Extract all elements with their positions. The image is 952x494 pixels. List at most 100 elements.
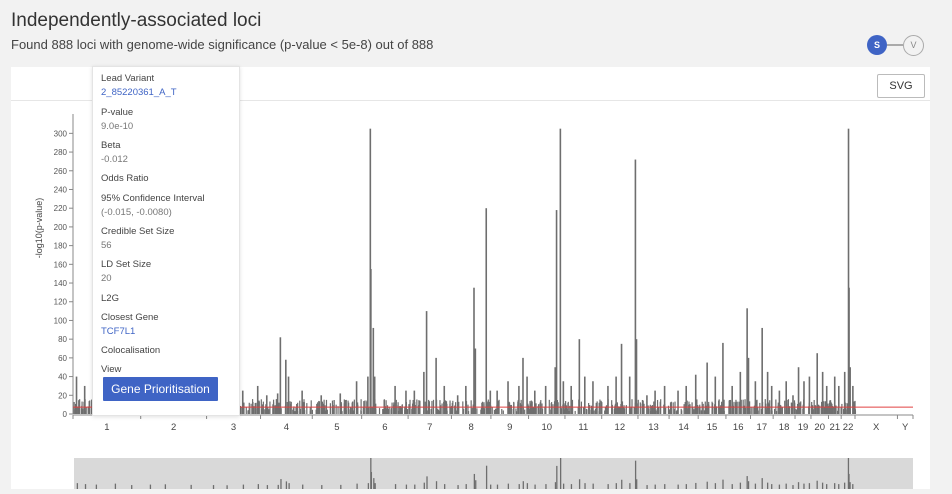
x-tick-label: 12	[615, 422, 626, 433]
minimap-bar	[607, 484, 609, 489]
data-bar	[353, 410, 355, 414]
data-bar	[785, 381, 787, 414]
data-bar	[394, 385, 396, 414]
toggle-v-button[interactable]: V	[903, 35, 924, 56]
minimap-bar	[302, 484, 304, 489]
data-bar	[803, 381, 805, 414]
data-bar	[557, 402, 559, 414]
data-bar	[463, 408, 465, 414]
minimap-bar	[746, 476, 748, 489]
minimap-bar	[766, 482, 769, 489]
data-bar	[387, 408, 390, 414]
lead-variant-link[interactable]: 2_85220361_A_T	[101, 87, 177, 98]
page-title: Independently-associated loci	[11, 10, 262, 31]
data-bar	[607, 385, 609, 414]
data-bar	[399, 406, 402, 414]
data-bar	[765, 403, 767, 414]
data-bar	[827, 403, 829, 414]
data-bar	[663, 385, 666, 414]
data-bar	[797, 367, 800, 414]
data-bar	[812, 409, 814, 414]
ld-set-label: LD Set Size	[101, 259, 152, 270]
data-bar	[544, 385, 547, 414]
data-bar	[653, 401, 655, 414]
minimap[interactable]	[74, 458, 913, 489]
data-bar	[708, 404, 710, 414]
data-bar	[642, 408, 644, 414]
minimap-bar	[654, 484, 656, 489]
data-bar	[272, 402, 275, 414]
minimap-bar	[435, 481, 438, 489]
data-bar	[373, 376, 376, 414]
data-bar	[714, 376, 717, 414]
x-tick-label: 15	[707, 422, 718, 433]
data-bar	[293, 406, 295, 414]
minimap-bar	[754, 483, 757, 489]
data-bar	[299, 408, 302, 414]
data-bar	[615, 376, 617, 414]
minimap-bar	[414, 484, 416, 489]
data-bar	[552, 404, 554, 414]
lead-variant-label: Lead Variant	[101, 73, 155, 84]
minimap-plot	[76, 458, 854, 489]
data-bar	[388, 407, 390, 414]
data-bar	[750, 407, 752, 414]
data-bar	[309, 411, 311, 414]
minimap-bar	[473, 473, 476, 489]
data-bar	[438, 410, 440, 414]
data-bar	[647, 405, 649, 414]
data-bar	[302, 402, 304, 414]
data-bar	[598, 411, 600, 414]
data-bar	[476, 408, 478, 414]
y-tick-label: 220	[54, 204, 68, 213]
data-bar	[618, 406, 620, 414]
data-bar	[493, 409, 495, 414]
data-bar	[562, 381, 565, 414]
minimap-bar	[356, 483, 358, 489]
data-bar	[595, 402, 597, 414]
data-bar	[488, 401, 490, 414]
minimap-bar	[405, 484, 408, 489]
data-bar	[796, 409, 798, 414]
data-bar	[831, 403, 833, 414]
locus-tooltip: Lead Variant 2_85220361_A_T P-value 9.0e…	[92, 66, 240, 416]
data-bar	[704, 401, 706, 414]
data-bar	[362, 408, 365, 414]
data-bar	[535, 407, 537, 414]
data-bar	[411, 408, 413, 414]
data-bar	[766, 371, 769, 414]
data-bar	[383, 399, 386, 414]
data-bar	[817, 404, 820, 414]
data-bar	[510, 404, 512, 414]
y-tick-label: 80	[58, 335, 67, 344]
minimap-bar	[370, 472, 373, 489]
minimap-bar	[849, 482, 851, 489]
x-tick-label: 18	[779, 422, 790, 433]
data-bar	[781, 407, 783, 414]
toggle-s-button[interactable]: S	[867, 35, 887, 55]
data-bar	[586, 409, 588, 414]
minimap-bar	[584, 483, 586, 489]
data-bar	[455, 410, 457, 414]
data-bar	[578, 339, 581, 414]
data-bar	[339, 393, 342, 414]
data-bar	[611, 404, 613, 414]
view-toggle[interactable]: S V	[867, 35, 931, 56]
minimap-bar	[285, 481, 288, 489]
data-bar	[759, 402, 761, 414]
y-axis: 0 20 40 60 80 100 120 140 160 180 200 220 240 260 280 3…	[54, 114, 74, 419]
data-bar	[265, 395, 268, 414]
download-svg-button[interactable]: SVG	[877, 74, 925, 98]
gene-prioritisation-button[interactable]: Gene Prioritisation	[103, 377, 218, 401]
data-bar	[665, 407, 667, 414]
data-bar	[329, 406, 332, 414]
y-tick-label: 0	[63, 410, 68, 419]
data-bar	[625, 405, 627, 414]
data-bar	[378, 408, 381, 414]
data-bar	[269, 401, 271, 414]
closest-gene-link[interactable]: TCF7L1	[101, 326, 136, 337]
data-bar	[697, 405, 699, 414]
data-bar	[435, 357, 437, 414]
minimap-bar	[706, 481, 708, 489]
minimap-bar	[685, 484, 687, 489]
